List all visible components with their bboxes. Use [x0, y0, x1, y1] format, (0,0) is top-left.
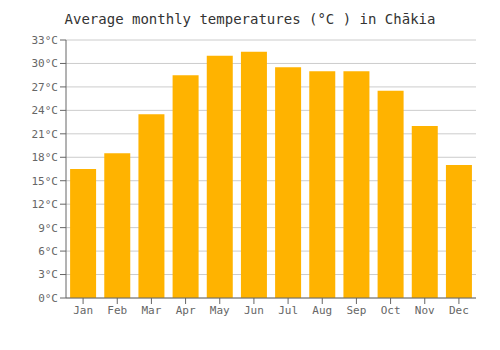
html-text:Average monthly temperatures (: Average monthly temperatures (°C ) in Ch…: [64, 11, 436, 27]
svg-text:27°C: 27°C: [32, 81, 59, 94]
svg-text:Jan: Jan: [73, 304, 93, 317]
svg-text:Aug: Aug: [312, 304, 332, 317]
svg-text:18°C: 18°C: [32, 151, 59, 164]
svg-text:Jul: Jul: [278, 304, 298, 317]
svg-text:30°C: 30°C: [32, 57, 59, 70]
svg-text:Dec: Dec: [449, 304, 469, 317]
svg-text:Mar: Mar: [141, 304, 161, 317]
svg-text:21°C: 21°C: [32, 128, 59, 141]
svg-text:Jun: Jun: [244, 304, 264, 317]
svg-text:6°C: 6°C: [38, 245, 58, 258]
svg-text:3°C: 3°C: [38, 268, 58, 281]
svg-text:33°C: 33°C: [32, 34, 59, 47]
svg-text:24°C: 24°C: [32, 104, 59, 117]
svg-text:Nov: Nov: [415, 304, 435, 317]
svg-text:May: May: [210, 304, 230, 317]
svg-text:Feb: Feb: [107, 304, 127, 317]
svg-text:12°C: 12°C: [32, 198, 59, 211]
svg-text:0°C: 0°C: [38, 292, 58, 305]
svg-text:15°C: 15°C: [32, 175, 59, 188]
svg-text:Sep: Sep: [346, 304, 366, 317]
svg-text:Oct: Oct: [381, 304, 401, 317]
svg-text:9°C: 9°C: [38, 222, 58, 235]
svg-text:Apr: Apr: [176, 304, 196, 317]
